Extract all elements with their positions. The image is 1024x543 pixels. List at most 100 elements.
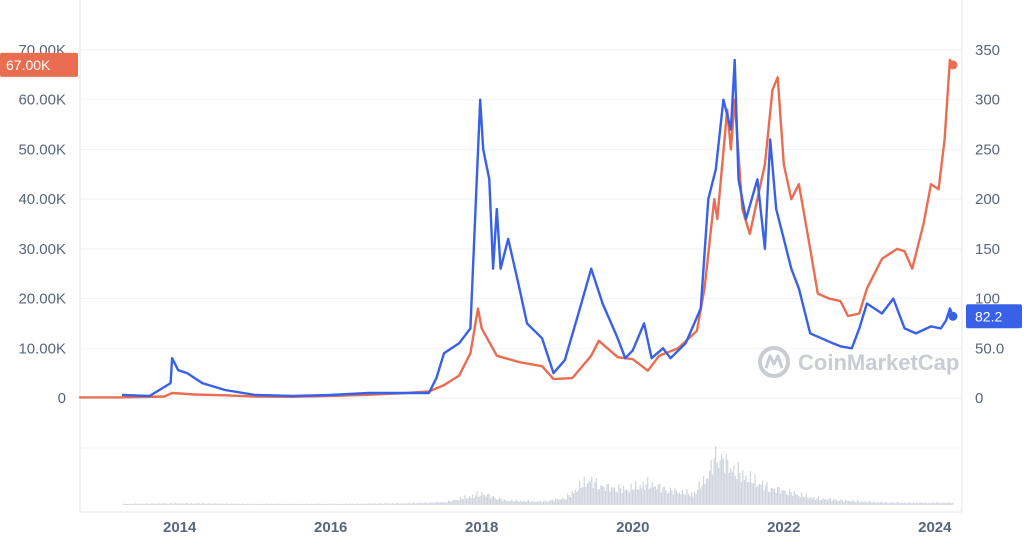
volume-bar [242,503,244,505]
volume-bar [357,503,359,505]
volume-bar [704,484,706,505]
volume-bar [375,503,377,505]
volume-bar [210,503,212,505]
volume-bar [740,482,742,505]
volume-bar [266,503,268,505]
volume-bar [538,501,540,505]
volume-bar [379,503,381,505]
volume-bar [200,503,202,505]
volume-bar [413,502,415,505]
volume-bar [423,502,425,505]
volume-bar [168,503,170,505]
volume-bar [876,502,878,505]
volume-bar [597,489,599,505]
volume-bar [148,503,150,505]
volume-bar [610,487,613,505]
volume-bar [394,503,397,505]
right-tick-label: 50.0 [975,340,1004,357]
volume-bar [926,503,928,505]
volume-bar [635,481,637,505]
volume-bar [198,503,200,505]
volume-bar [483,494,486,505]
volume-bar [934,503,936,505]
volume-bar [458,500,460,505]
volume-bar [810,497,812,505]
volume-bar [299,504,301,505]
volume-bar [580,487,582,505]
volume-bar [861,501,863,505]
volume-bar [320,503,323,505]
volume-bar [520,500,522,505]
volume-bar [858,501,860,505]
volume-bar [576,491,578,505]
volume-bar [621,492,623,505]
volume-bar [138,503,140,505]
volume-bar [292,504,294,505]
volume-bar [828,498,830,505]
volume-bar [589,482,591,505]
volume-bar [758,483,761,505]
volume-bar [831,500,833,505]
right-value-badge-text: 82.2 [975,308,1002,324]
volume-bar [417,503,419,505]
volume-bar [900,502,903,505]
volume-bar [786,494,788,505]
volume-bar [323,503,326,505]
volume-bar [209,503,211,505]
volume-bar [562,497,564,505]
volume-bar [792,495,794,505]
volume-bar [452,499,454,505]
volume-bar [838,500,841,505]
volume-bar [141,503,143,505]
volume-bar [834,499,836,505]
x-tick-label: 2024 [918,519,952,536]
volume-bar [171,503,173,505]
volume-bar [866,502,868,505]
volume-bar [671,490,673,505]
volume-bar [636,488,638,505]
volume-bar [677,493,679,505]
volume-bar [814,500,816,505]
volume-bar [243,504,246,505]
x-tick-label: 2018 [465,519,498,536]
volume-bar [399,503,401,505]
right-tick-label: 250 [975,141,1000,158]
volume-bar [166,503,169,505]
volume-bar [550,499,552,505]
volume-bar [906,503,909,505]
volume-bar [123,503,125,505]
volume-bar [453,500,455,505]
volume-bar [493,496,495,505]
volume-bar [752,483,755,505]
volume-bar [307,504,309,505]
volume-bar [864,501,866,505]
volume-bar [878,502,880,505]
volume-bar [674,488,676,505]
volume-bar [651,482,653,505]
volume-bar [367,503,369,505]
volume-bar [203,503,205,505]
volume-bar [867,501,869,505]
right-tick-label: 150 [975,241,1000,258]
volume-bar [343,504,345,505]
volume-bar [588,480,590,505]
volume-bar [860,502,862,505]
volume-bar [763,490,765,505]
volume-bar [518,501,520,505]
volume-bar [218,503,220,505]
volume-bar [455,499,457,505]
volume-bar [728,473,730,505]
volume-bar [521,502,523,505]
volume-bar [354,503,356,505]
volume-bar [690,492,693,505]
volume-bar [908,502,910,505]
volume-bar [554,498,557,505]
volume-bar [403,503,406,505]
volume-bar [896,502,898,505]
volume-bar [761,480,764,505]
volume-bar [850,501,853,505]
volume-bar [592,487,594,505]
volume-bar [381,503,383,505]
volume-bar [725,454,727,505]
volume-bar [573,493,575,505]
